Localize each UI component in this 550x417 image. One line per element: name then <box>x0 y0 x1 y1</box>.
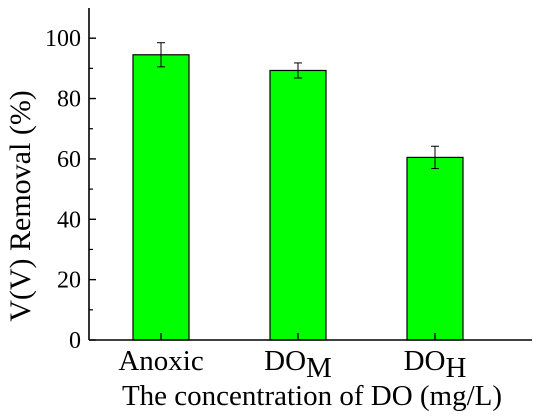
y-tick-label-0: 0 <box>69 328 81 354</box>
bars-layer <box>132 54 464 341</box>
y-axis-label: V(V) Removal (%) <box>4 90 37 322</box>
x-tick-label-2: DOH <box>404 345 467 384</box>
y-tick-label-1: 20 <box>57 268 81 294</box>
x-tick-label-0: Anoxic <box>118 345 203 377</box>
y-tick-label-4: 80 <box>57 87 81 113</box>
x-axis-label: The concentration of DO (mg/L) <box>122 380 502 412</box>
bar-2 <box>406 156 464 341</box>
x-ticks-layer: Anoxic DOM DOH <box>118 333 466 384</box>
errorbars-layer <box>157 42 439 170</box>
y-tick-label-3: 60 <box>57 147 81 173</box>
x-tick-label-1: DOM <box>264 345 332 384</box>
axes-layer <box>88 8 532 341</box>
errorbar-2 <box>431 145 439 170</box>
errorbar-1 <box>294 62 302 79</box>
y-tick-label-2: 40 <box>57 207 81 233</box>
bar-0 <box>132 54 190 341</box>
bar-1 <box>269 69 327 341</box>
y-ticks-layer: 0 20 40 60 80 100 <box>45 26 96 354</box>
errorbar-0 <box>157 42 165 68</box>
y-tick-label-5: 100 <box>45 26 81 52</box>
